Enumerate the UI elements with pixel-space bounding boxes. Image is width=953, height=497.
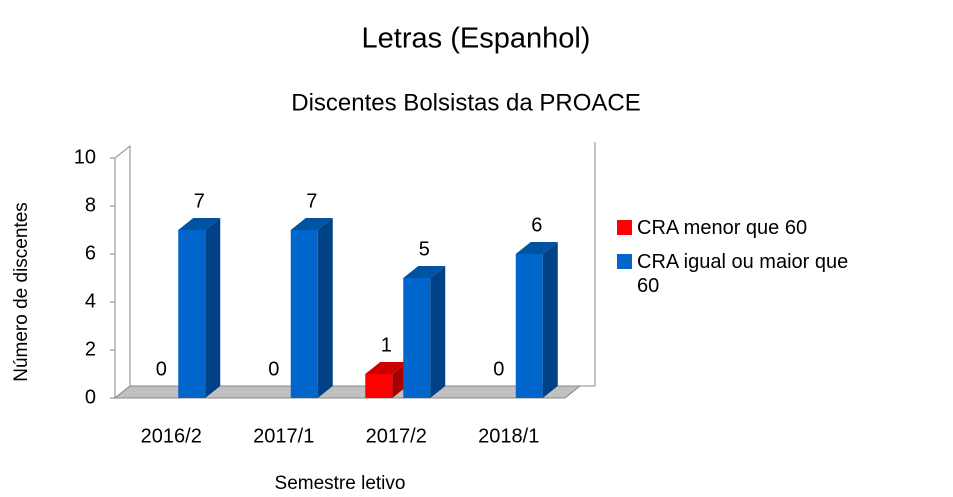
bar-top [403, 266, 446, 278]
data-label: 1 [381, 334, 392, 356]
bar [290, 218, 333, 398]
data-label: 7 [194, 190, 205, 212]
x-tick-label: 2016/2 [141, 425, 202, 447]
y-tick-label: 6 [85, 242, 96, 264]
bar [403, 266, 446, 398]
y-tick-label: 2 [85, 338, 96, 360]
data-label: 5 [419, 238, 430, 260]
bar-top [365, 362, 408, 374]
y-tick-label: 8 [85, 194, 96, 216]
bar-top [178, 218, 221, 230]
data-label: 0 [493, 358, 504, 380]
bar-top [290, 218, 333, 230]
data-label: 6 [531, 214, 542, 236]
data-label: 7 [306, 190, 317, 212]
chart-subtitle: Discentes Bolsistas da PROACE [291, 89, 640, 116]
bar [178, 218, 221, 398]
bar-top [515, 242, 558, 254]
bar-side [430, 266, 446, 398]
data-label: 0 [156, 358, 167, 380]
bar-side [205, 218, 221, 398]
bar-front [403, 278, 431, 398]
x-tick-label: 2017/1 [253, 425, 314, 447]
bar-front [365, 374, 393, 398]
y-tick-label: 4 [85, 290, 96, 312]
y-tick-label: 10 [74, 146, 96, 168]
x-tick-label: 2017/2 [366, 425, 427, 447]
bar-side [542, 242, 558, 398]
bar [515, 242, 558, 398]
x-axis-label: Semestre letivo [275, 473, 406, 494]
bar-front [290, 230, 318, 398]
bar-front [515, 254, 543, 398]
y-tick-label: 0 [85, 386, 96, 408]
legend-label: CRA igual ou maior que 60 [637, 251, 849, 297]
y-axis-label: Número de discentes [11, 202, 32, 382]
chart-title: Letras (Espanhol) [362, 23, 591, 55]
legend-swatch [617, 220, 632, 235]
legend-swatch [617, 254, 632, 269]
x-tick-label: 2018/1 [478, 425, 539, 447]
bar-front [178, 230, 206, 398]
data-label: 0 [268, 358, 279, 380]
legend-label: CRA menor que 60 [637, 217, 808, 239]
bar-side [317, 218, 333, 398]
side-wall [114, 144, 131, 400]
